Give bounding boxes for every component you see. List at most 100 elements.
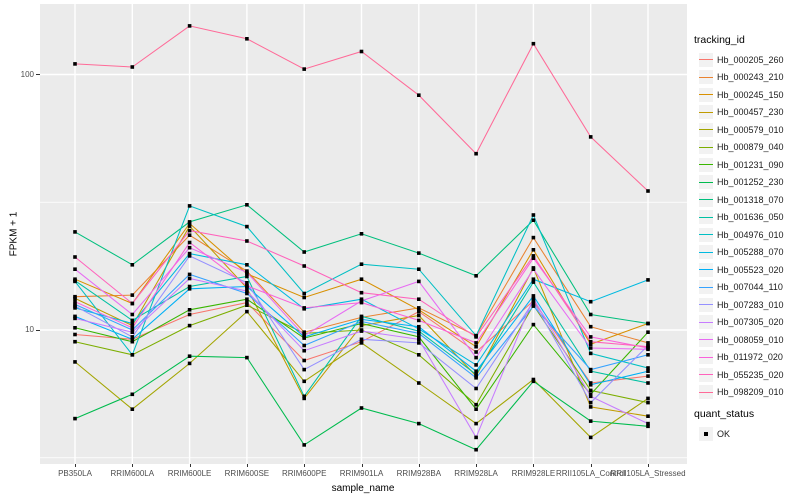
data-point	[130, 312, 135, 317]
data-point	[302, 295, 306, 300]
data-point	[302, 306, 306, 310]
data-point	[187, 204, 192, 208]
data-point	[588, 342, 593, 346]
x-tick-mark	[304, 464, 306, 467]
data-point	[474, 376, 478, 380]
quant-status-item: OK	[699, 425, 800, 443]
legend-key-line	[699, 304, 713, 306]
data-point	[302, 291, 306, 296]
legend-item-label: Hb_000457_230	[717, 107, 784, 118]
legend-key	[699, 87, 713, 102]
legend-items: Hb_000205_260 Hb_000243_210 Hb_000245_150 H…	[694, 51, 800, 401]
data-point	[187, 323, 192, 328]
legend-item: Hb_055235_020	[699, 366, 800, 384]
data-point	[73, 230, 77, 234]
data-point	[302, 348, 306, 353]
data-point	[130, 326, 135, 330]
data-point	[302, 396, 306, 401]
data-point	[130, 339, 135, 344]
data-point	[417, 279, 421, 284]
data-point	[73, 296, 77, 301]
data-point	[588, 405, 593, 409]
data-point	[646, 344, 650, 349]
data-point	[187, 272, 192, 277]
y-tick-mark	[36, 329, 40, 331]
data-point	[359, 329, 364, 333]
legend-item-label: Hb_005288_070	[717, 247, 784, 258]
data-point	[130, 337, 135, 342]
legend-item-label: Hb_001318_070	[717, 194, 784, 205]
data-point	[588, 135, 593, 139]
data-point	[359, 290, 364, 295]
legend-item: Hb_011972_020	[699, 349, 800, 367]
data-point	[359, 277, 364, 281]
data-point	[302, 379, 306, 384]
data-point	[474, 402, 478, 407]
data-point	[359, 300, 364, 305]
legend-key	[699, 175, 713, 190]
legend-item: Hb_098209_010	[699, 384, 800, 402]
data-point	[531, 322, 536, 327]
data-point	[474, 369, 478, 373]
legend-item: Hb_001318_070	[699, 191, 800, 209]
data-point	[245, 355, 249, 360]
data-point	[588, 388, 593, 393]
data-point	[302, 343, 306, 348]
legend-item-label: Hb_000879_040	[717, 142, 784, 153]
data-point	[417, 313, 421, 318]
data-point	[646, 341, 650, 345]
data-point	[531, 254, 536, 258]
data-point	[588, 383, 593, 387]
x-tick-label: RRIM928LA	[454, 469, 498, 478]
data-point	[73, 255, 77, 259]
legend-key	[699, 157, 713, 172]
data-point	[130, 318, 135, 323]
data-point	[588, 394, 593, 399]
legend-key-line	[699, 59, 713, 61]
legend-item-label: Hb_000205_260	[717, 54, 784, 65]
data-point	[531, 294, 536, 298]
data-point	[531, 213, 536, 217]
legend-item: Hb_000243_210	[699, 69, 800, 87]
data-point	[187, 240, 192, 245]
legend-key-line	[699, 76, 713, 78]
data-point	[187, 276, 192, 281]
x-tick-mark	[648, 464, 649, 467]
data-point	[187, 245, 192, 250]
data-point	[531, 248, 536, 252]
data-point	[474, 435, 478, 440]
legend-key	[699, 245, 713, 260]
data-point	[531, 280, 536, 284]
data-point	[130, 263, 135, 267]
legend-item-label: Hb_001252_230	[717, 177, 784, 188]
data-point	[474, 407, 478, 411]
legend-item-label: Hb_098209_010	[717, 387, 784, 398]
data-point	[359, 321, 364, 326]
legend-item-label: Hb_005523_020	[717, 264, 784, 275]
data-point	[588, 299, 593, 304]
data-point	[359, 317, 364, 322]
data-point	[130, 407, 135, 411]
legend-item: Hb_007305_020	[699, 314, 800, 332]
data-point	[588, 392, 593, 397]
legend-item: Hb_001636_050	[699, 209, 800, 227]
data-point	[417, 421, 421, 426]
legend-key	[699, 385, 713, 400]
data-point	[245, 274, 249, 279]
legend-item: Hb_001231_090	[699, 156, 800, 174]
legend-item-label: Hb_055235_020	[717, 369, 784, 380]
legend-key-line	[699, 129, 713, 131]
legend-item-label: Hb_000245_150	[717, 89, 784, 100]
legend-key	[699, 315, 713, 330]
legend-item-label: Hb_000243_210	[717, 72, 784, 83]
x-tick-label: RRIM928BA	[396, 469, 442, 478]
data-point	[646, 189, 650, 193]
x-tick-mark	[418, 464, 420, 467]
data-point	[474, 355, 478, 360]
data-point	[130, 321, 135, 326]
data-point	[302, 367, 306, 372]
legend-key	[699, 140, 713, 155]
data-point	[646, 381, 650, 385]
data-point	[417, 353, 421, 357]
legend-key-line	[699, 216, 713, 218]
